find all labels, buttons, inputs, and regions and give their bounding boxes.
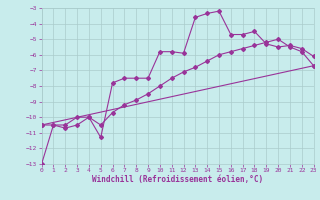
X-axis label: Windchill (Refroidissement éolien,°C): Windchill (Refroidissement éolien,°C) [92,175,263,184]
